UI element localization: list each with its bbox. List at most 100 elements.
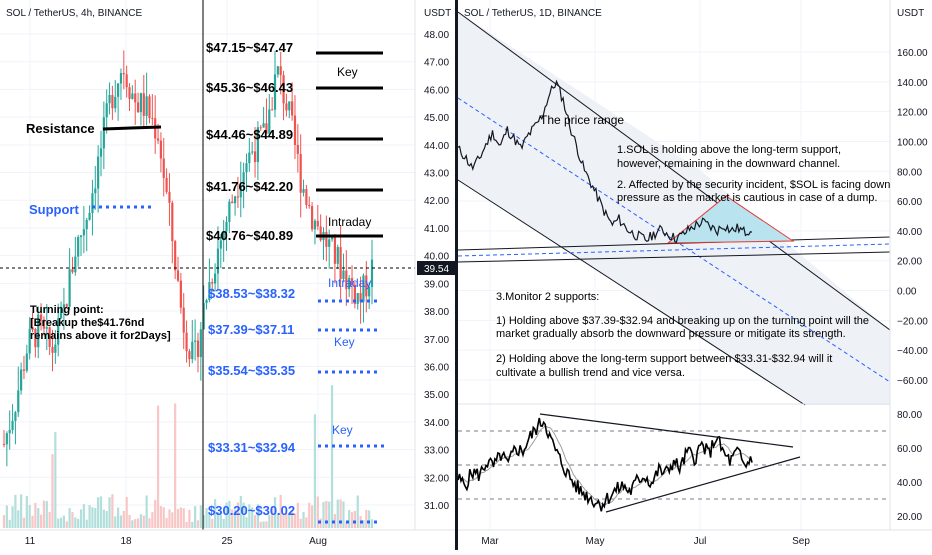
candle-body xyxy=(5,433,8,445)
volume-bar xyxy=(54,432,57,528)
candle-body xyxy=(359,293,362,302)
candle-body xyxy=(288,101,291,111)
left-time-axis: 11 18 25 Aug xyxy=(25,536,327,547)
price-tick-label: 40.00 xyxy=(897,227,922,238)
volume-bar xyxy=(17,510,20,528)
key-label: Key xyxy=(334,335,355,349)
volume-bar xyxy=(302,511,305,528)
candle-body xyxy=(308,204,311,207)
left-volume-bars xyxy=(2,385,374,528)
volume-bar xyxy=(25,496,28,528)
volume-bar xyxy=(276,512,279,528)
candle-body xyxy=(34,328,37,348)
volume-bar xyxy=(191,521,194,528)
volume-bar xyxy=(148,518,151,528)
volume-bar xyxy=(325,500,328,528)
candle-body xyxy=(310,206,314,230)
descending-channel-fill xyxy=(458,12,890,405)
candle-body xyxy=(313,220,317,230)
volume-bar xyxy=(365,509,368,528)
candle-body xyxy=(8,429,11,434)
right-chart-title: SOL / TetherUS, 1D, BINANCE xyxy=(464,8,602,19)
volume-bar xyxy=(208,512,211,528)
candle-body xyxy=(239,185,242,198)
oscillator-line xyxy=(457,417,753,512)
turning-point-detail: remains above it for2Days] xyxy=(30,330,171,342)
candle-body xyxy=(174,241,177,271)
volume-bar xyxy=(194,506,197,528)
candle-body xyxy=(31,328,34,330)
candle-body xyxy=(302,189,305,193)
volume-bar xyxy=(74,517,77,528)
volume-bar xyxy=(176,509,180,528)
candle-body xyxy=(79,235,83,238)
candle-body xyxy=(148,96,151,119)
price-tick-label: 45.00 xyxy=(424,113,449,124)
volume-bar xyxy=(188,509,191,528)
volume-bar xyxy=(308,502,311,528)
monitor-title: 3.Monitor 2 supports: xyxy=(496,291,599,303)
volume-bar xyxy=(313,414,317,528)
volume-bar xyxy=(156,405,160,528)
volume-bar xyxy=(345,521,348,528)
volume-bar xyxy=(117,507,120,528)
candle-body xyxy=(202,303,205,330)
price-tick-label: 46.00 xyxy=(424,85,449,96)
price-tick-label: −40.00 xyxy=(897,346,928,357)
price-tick-label: 43.00 xyxy=(424,169,449,180)
volume-bar xyxy=(342,501,345,528)
time-tick-label: May xyxy=(586,536,605,547)
oscillator-tick-label: 20.00 xyxy=(897,512,922,523)
note-line: 2. Affected by the security incident, $S… xyxy=(617,179,890,191)
candle-body xyxy=(136,102,140,113)
time-tick-label: Sep xyxy=(792,536,810,547)
candle-body xyxy=(57,318,60,345)
candle-body xyxy=(125,74,128,88)
candle-body xyxy=(11,420,14,430)
volume-bar xyxy=(122,510,125,528)
candle-body xyxy=(151,118,154,120)
volume-bar xyxy=(85,519,88,528)
volume-bar xyxy=(199,505,202,528)
long-term-support-lower xyxy=(457,251,891,263)
candle-body xyxy=(25,353,28,371)
volume-bar xyxy=(353,510,356,528)
candle-body xyxy=(293,115,297,145)
candle-body xyxy=(205,300,208,304)
long-term-support-mid xyxy=(457,243,891,257)
volume-bar xyxy=(268,514,271,528)
candle-body xyxy=(316,220,319,227)
oscillator-axis: 80.00 60.00 40.00 20.00 xyxy=(897,410,922,523)
candle-body xyxy=(268,109,271,134)
volume-bar xyxy=(265,521,268,528)
right-currency-label: USDT xyxy=(897,8,924,19)
candle-body xyxy=(228,201,231,222)
volume-bar xyxy=(97,497,100,528)
candle-body xyxy=(51,346,54,353)
candle-body xyxy=(176,270,180,281)
volume-bar xyxy=(185,521,188,528)
volume-bar xyxy=(216,511,220,528)
candle-body xyxy=(2,444,6,446)
candle-body xyxy=(362,275,365,302)
volume-bar xyxy=(39,514,43,528)
candle-body xyxy=(259,127,262,129)
price-tick-label: 60.00 xyxy=(897,197,922,208)
candle-body xyxy=(339,247,342,279)
candle-body xyxy=(54,344,57,353)
key-label: Key xyxy=(332,423,353,437)
resistance-label: Resistance xyxy=(26,121,95,136)
candle-body xyxy=(245,163,248,173)
support-level-label: $30.20~$30.02 xyxy=(208,503,295,518)
time-tick-label: Jul xyxy=(694,536,707,547)
oscillator-tick-label: 80.00 xyxy=(897,410,922,421)
volume-bar xyxy=(330,385,334,528)
candle-body xyxy=(142,93,145,116)
price-tick-label: 32.00 xyxy=(424,473,449,484)
candle-body xyxy=(348,278,351,290)
volume-bar xyxy=(256,504,259,528)
volume-bar xyxy=(316,496,319,528)
candle-body xyxy=(191,341,194,360)
candle-body xyxy=(145,96,148,116)
candle-body xyxy=(291,101,294,116)
